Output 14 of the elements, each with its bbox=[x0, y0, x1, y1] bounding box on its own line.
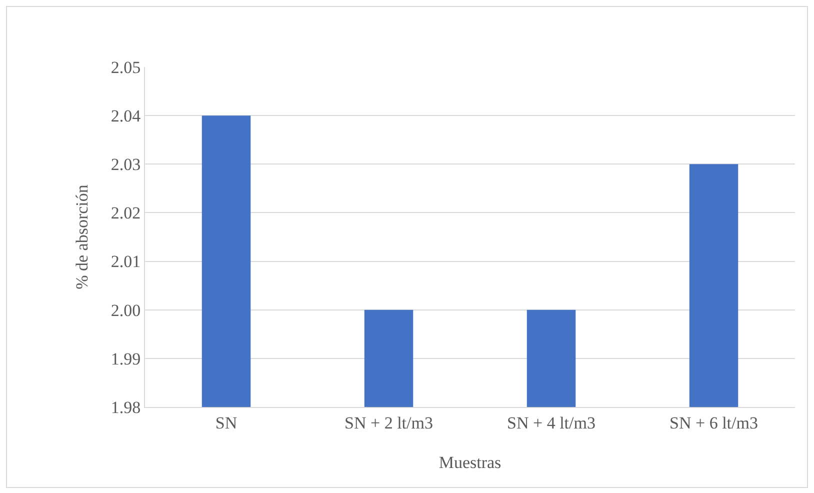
y-tick-label: 2.01 bbox=[110, 252, 141, 272]
y-tick-label: 2.00 bbox=[110, 300, 141, 320]
y-tick-label: 1.99 bbox=[110, 349, 141, 368]
x-axis-title: Muestras bbox=[438, 453, 502, 472]
y-tick-label: 2.03 bbox=[110, 155, 141, 174]
y-axis-title: % de absorción bbox=[72, 184, 92, 290]
y-tick-label: 2.05 bbox=[110, 58, 141, 77]
x-tick-label: SN + 4 lt/m3 bbox=[507, 413, 596, 432]
y-tick-label: 2.04 bbox=[110, 106, 142, 126]
x-tick-label: SN + 2 lt/m3 bbox=[344, 413, 433, 432]
y-tick-label: 1.98 bbox=[110, 398, 141, 417]
x-tick-label: SN + 6 lt/m3 bbox=[670, 413, 758, 432]
y-tick-label: 2.02 bbox=[110, 204, 141, 223]
x-tick-label: SN bbox=[215, 413, 238, 432]
